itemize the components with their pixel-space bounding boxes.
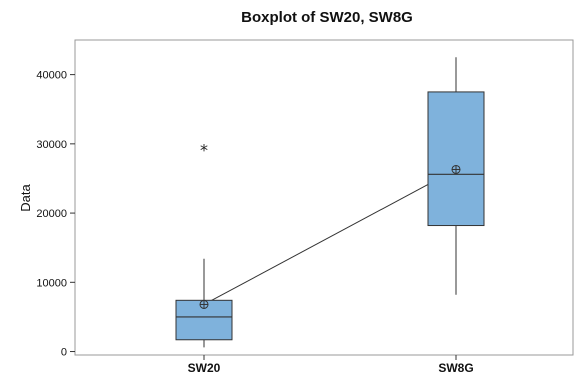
y-tick-label: 0: [61, 347, 67, 359]
boxes-layer: *: [175, 57, 485, 348]
box-sw8g: [427, 57, 485, 295]
mean-connect-line: [203, 169, 457, 305]
x-axis: SW20 SW8G: [188, 355, 474, 375]
x-category-label: SW20: [188, 361, 221, 375]
x-category-label: SW8G: [438, 361, 473, 375]
y-tick-label: 20000: [36, 208, 67, 220]
box-sw20: *: [175, 141, 233, 348]
y-tick-label: 40000: [36, 70, 67, 82]
chart-title: Boxplot of SW20, SW8G: [241, 9, 413, 26]
y-axis: 0 10000 20000 30000 40000: [36, 70, 75, 359]
outlier-point: *: [200, 141, 208, 160]
iqr-box: [427, 91, 485, 227]
plot-frame: [74, 39, 574, 356]
y-axis-label: Data: [18, 184, 33, 212]
y-tick-label: 10000: [36, 277, 67, 289]
y-tick-label: 30000: [36, 139, 67, 151]
